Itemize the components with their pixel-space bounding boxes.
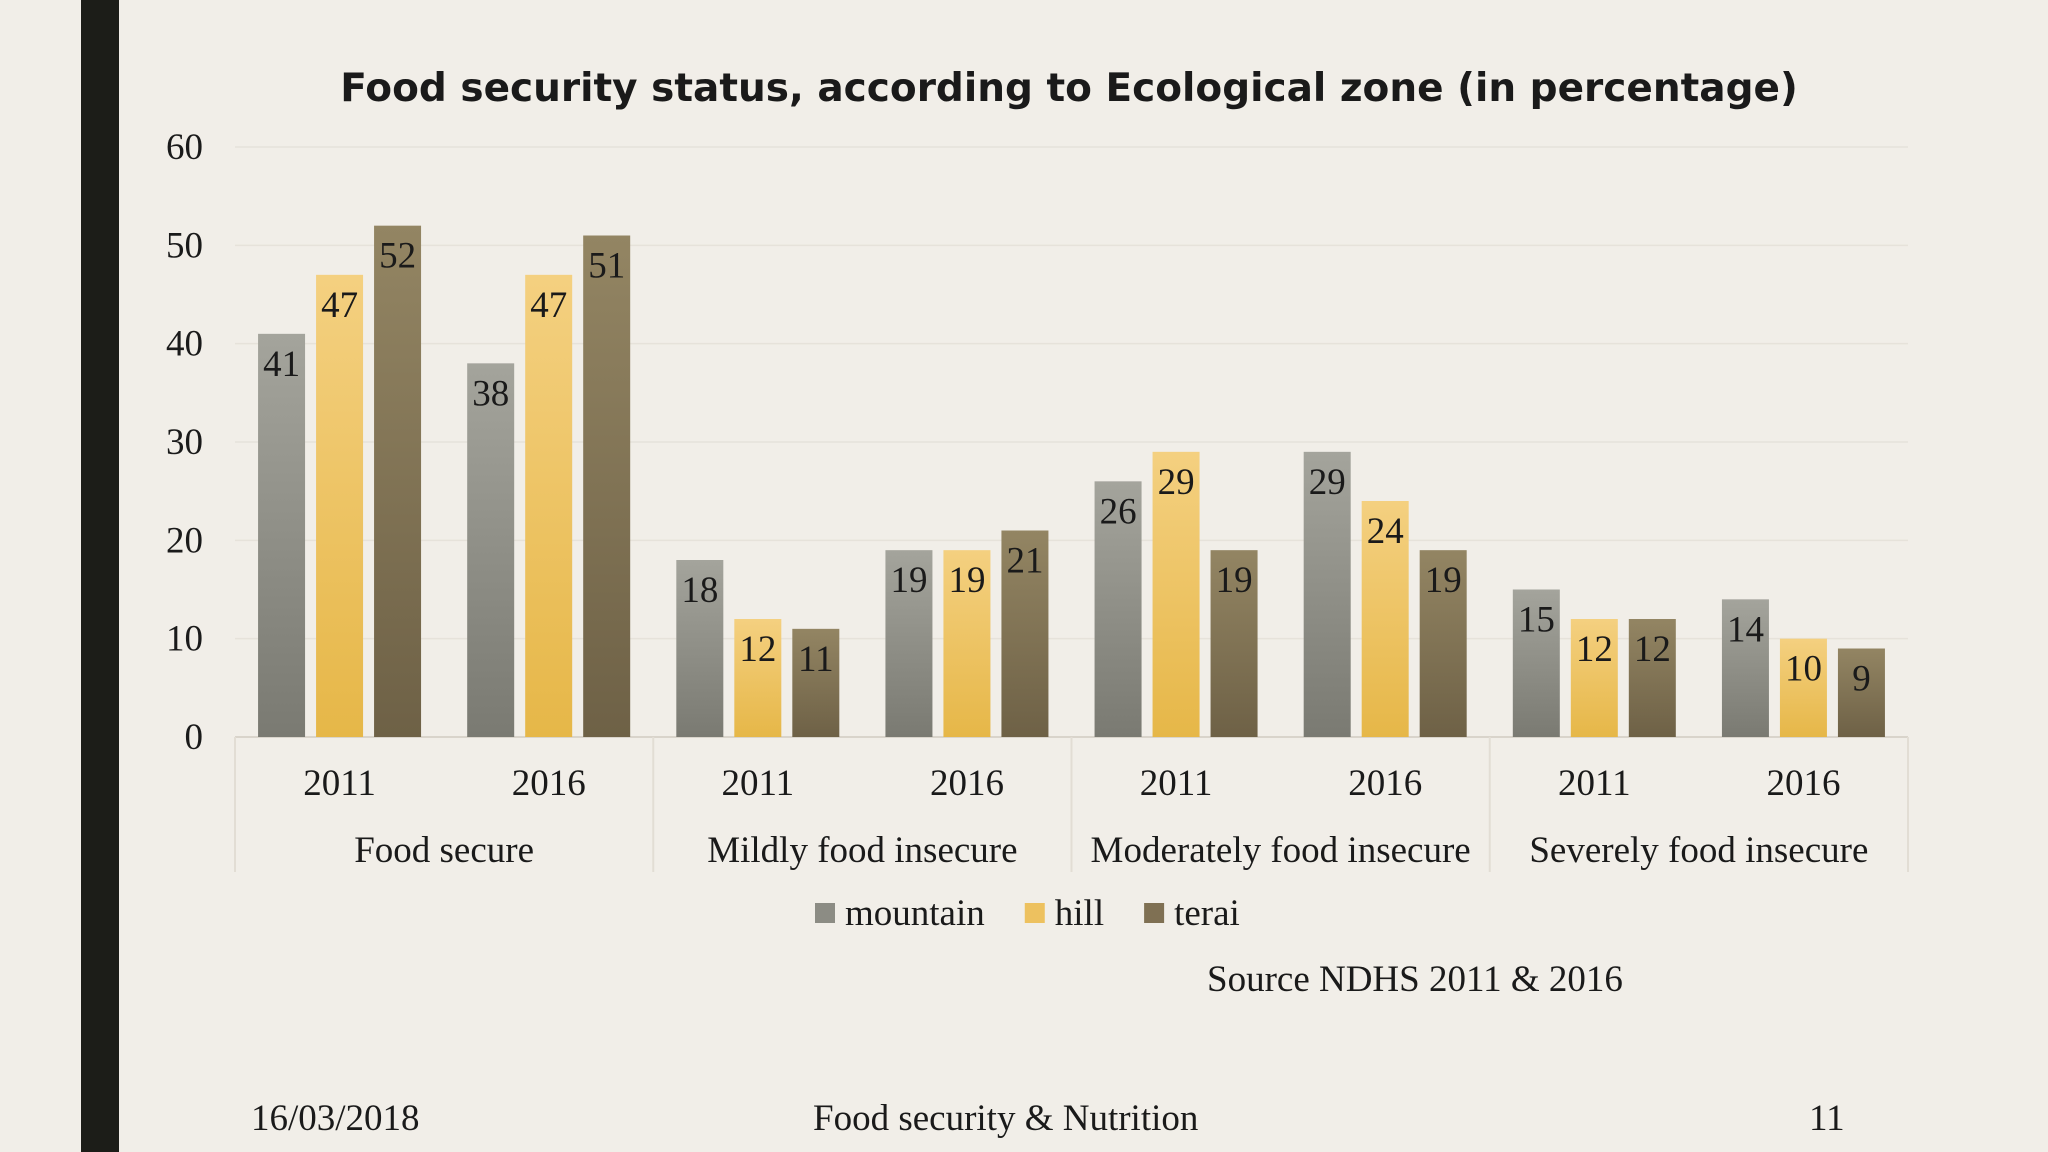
bar-hill [1779,638,1827,737]
data-label: 47 [530,285,567,326]
data-label: 21 [1006,541,1043,582]
data-label: 52 [379,236,416,277]
data-label: 29 [1309,462,1346,503]
data-label: 14 [1727,609,1764,650]
bar-terai [1210,550,1258,737]
data-label: 15 [1518,600,1555,641]
group-label: Severely food insecure [1529,830,1868,871]
legend-label: hill [1055,893,1104,934]
bar-hill [1570,619,1618,737]
bar-mountain [676,560,724,737]
bar-mountain [467,363,515,737]
bar-terai [374,225,422,737]
data-label: 19 [1425,560,1462,601]
data-label: 41 [263,344,300,385]
x-tick-label: 2016 [512,763,586,804]
chart-title: Food security status, according to Ecolo… [340,66,1798,111]
bar-terai [1837,648,1885,737]
x-tick-label: 2016 [1348,763,1422,804]
y-tick-label: 20 [166,520,203,561]
bar-terai [1628,619,1676,737]
bar-terai [1001,530,1049,737]
legend-label: mountain [845,893,985,934]
data-label: 12 [1576,629,1613,670]
data-label: 47 [321,285,358,326]
bar-mountain [1094,481,1142,737]
bar-terai [1419,550,1467,737]
side-accent-bar [81,0,119,1152]
x-tick-label: 2011 [721,763,794,804]
footer-title: Food security & Nutrition [813,1098,1199,1139]
data-label: 12 [739,629,776,670]
legend-label: terai [1174,893,1240,934]
x-tick-label: 2016 [930,763,1004,804]
data-label: 29 [1158,462,1195,503]
bar-mountain [1512,589,1560,737]
source-note: Source NDHS 2011 & 2016 [1207,959,1623,1000]
bar-hill [316,274,364,737]
bar-terai [792,628,840,737]
bar-mountain [258,333,306,737]
data-label: 38 [472,373,509,414]
y-tick-label: 30 [166,422,203,463]
bar-hill [943,550,991,737]
x-tick-label: 2011 [1140,763,1213,804]
legend-swatch-hill [1024,903,1045,923]
data-label: 18 [681,570,718,611]
group-label: Mildly food insecure [707,830,1017,871]
data-label: 26 [1100,491,1137,532]
bar-hill [734,619,782,737]
x-tick-label: 2011 [303,763,376,804]
y-tick-label: 10 [166,619,203,660]
bar-hill [1361,501,1409,737]
y-tick-label: 60 [166,127,203,168]
data-label: 19 [890,560,927,601]
data-label: 10 [1785,649,1822,690]
bar-mountain [885,550,933,737]
x-tick-label: 2016 [1766,763,1840,804]
y-tick-label: 50 [166,225,203,266]
data-label: 19 [948,560,985,601]
legend-swatch-terai [1144,903,1165,923]
data-label: 24 [1367,511,1404,552]
footer-date: 16/03/2018 [251,1098,420,1139]
data-label: 19 [1216,560,1253,601]
data-label: 9 [1852,659,1871,700]
data-label: 12 [1634,629,1671,670]
bar-mountain [1721,599,1769,737]
x-tick-label: 2011 [1558,763,1631,804]
bar-terai [583,235,631,737]
y-tick-label: 40 [166,324,203,365]
bar-hill [525,274,573,737]
footer-page-number: 11 [1809,1098,1845,1139]
bar-mountain [1303,451,1351,737]
data-label: 11 [798,639,834,680]
group-label: Food secure [354,830,534,871]
legend-swatch-mountain [815,903,835,923]
data-label: 51 [588,246,625,287]
y-tick-label: 0 [185,717,204,758]
bar-hill [1152,451,1200,737]
group-label: Moderately food insecure [1091,830,1471,871]
